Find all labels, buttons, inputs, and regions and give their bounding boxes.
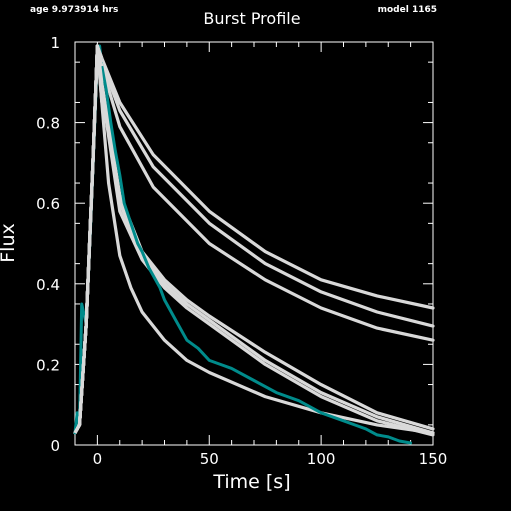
y-tick-label: 0.8 xyxy=(36,115,60,133)
x-axis-label: Time [s] xyxy=(212,471,290,493)
y-tick-label: 1 xyxy=(50,34,60,52)
chart-title: Burst Profile xyxy=(203,9,300,28)
y-tick-label: 0 xyxy=(50,437,60,455)
age-label: age 9.973914 hrs xyxy=(30,5,118,15)
model-series-line-4 xyxy=(73,44,435,435)
model-label: model 1165 xyxy=(378,5,437,15)
tick-labels: 0 50 100 150 0 0.2 0.4 0.6 0.8 1 xyxy=(36,34,447,468)
y-tick-label: 0.4 xyxy=(36,276,60,294)
model-series-line-2 xyxy=(73,44,435,435)
y-axis-label: Flux xyxy=(0,223,19,263)
x-tick-label: 50 xyxy=(200,450,219,468)
y-tick-label: 0.6 xyxy=(36,195,60,213)
model-series-line-1 xyxy=(73,44,435,435)
observed-series-line xyxy=(73,44,413,445)
x-tick-label: 100 xyxy=(307,450,336,468)
model-series-line-5 xyxy=(73,44,435,435)
model-series-line-7 xyxy=(73,44,435,435)
model-series-rise-7 xyxy=(73,44,104,434)
series-group xyxy=(73,44,435,445)
model-series-line-6 xyxy=(73,44,435,437)
model-series-line-3 xyxy=(73,44,435,435)
x-tick-label: 0 xyxy=(93,450,103,468)
y-tick-label: 0.2 xyxy=(36,356,60,374)
x-tick-label: 150 xyxy=(419,450,448,468)
